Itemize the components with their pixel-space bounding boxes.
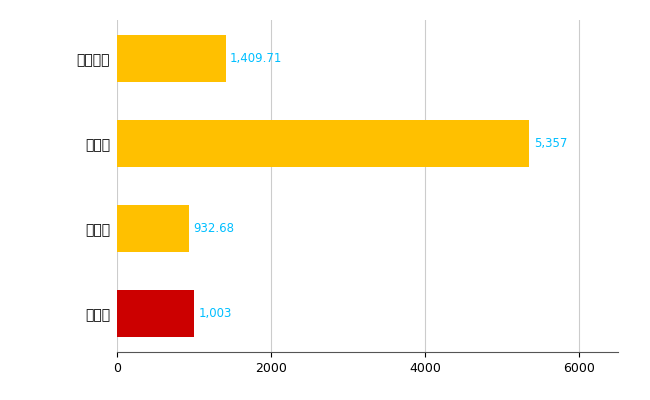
Text: 5,357: 5,357: [534, 137, 567, 150]
Bar: [117, 205, 188, 252]
Text: 1,003: 1,003: [199, 307, 232, 320]
Text: 932.68: 932.68: [194, 222, 235, 235]
Text: 1,409.71: 1,409.71: [230, 52, 283, 65]
Bar: [117, 290, 194, 337]
Bar: [117, 35, 226, 82]
Bar: [117, 120, 530, 167]
